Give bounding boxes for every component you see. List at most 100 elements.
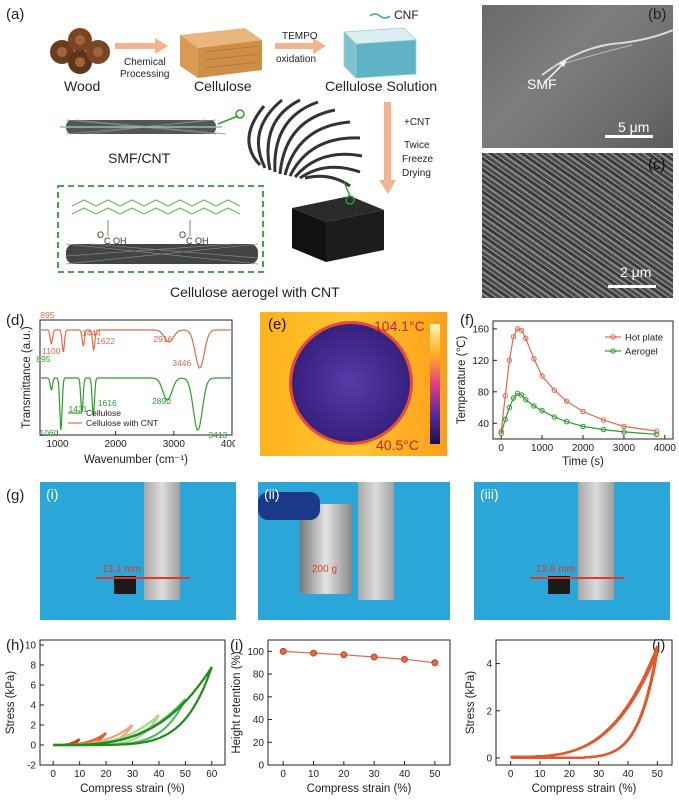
carboxyl-c-left: C (104, 236, 111, 246)
i-point-4 (401, 655, 408, 663)
d-peak-label-1-1: 1060 (39, 428, 58, 438)
h-ylabel: Stress (kPa) (5, 671, 17, 734)
i-point-5 (431, 659, 439, 667)
f-point-0-1 (502, 393, 508, 399)
j-cycle-3 (510, 648, 659, 759)
g-iii-height: 12.8 mm (536, 564, 575, 575)
f-ytick-label-2: 120 (472, 356, 489, 367)
photo-g-iii (474, 482, 670, 620)
h-ytick-label-3: 4 (30, 701, 36, 712)
wood-label: Wood (64, 78, 101, 94)
i-ylabel: Height retention (%) (231, 651, 243, 753)
d-xtick-label-0: 1000 (46, 439, 69, 450)
oxidation-label: oxidation (276, 54, 317, 65)
f-point-0-12 (600, 417, 607, 423)
f-ylabel: Temperature (℃) (456, 336, 468, 424)
i-ytick-label-1: 20 (253, 738, 265, 749)
smf-cnt-label: SMF/CNT (108, 150, 171, 166)
photo-g-i (40, 482, 236, 620)
d-peak-label-1-0: 895 (36, 354, 50, 364)
d-xtick-label-2: 3000 (163, 439, 186, 450)
ftir-chart: 1000 2000 3000 4000 Wavenumber (cm⁻¹) Transmi… (21, 312, 235, 466)
thermal-aerogel-disk (292, 324, 410, 442)
f-point-1-5 (518, 392, 525, 398)
twice-label: Twice (404, 140, 430, 151)
h-loop-5 (53, 666, 213, 747)
g-ii-label: (ii) (264, 486, 280, 502)
f-ytick-label-0: 40 (478, 419, 490, 430)
f-legend-marker-1 (610, 348, 616, 354)
d-peak-label-1-5: 3413 (208, 430, 227, 440)
cellulose-solution-illustration (343, 13, 417, 79)
f-point-0-14 (653, 428, 660, 434)
j-xtick-label-2: 20 (564, 769, 576, 780)
i-point-1 (310, 649, 317, 657)
f-point-0-13 (621, 423, 627, 430)
temperature-chart: 0 1000 2000 3000 4000 40 80 120 160 Time (s) Tempe… (456, 320, 676, 468)
d-peak-label-0-5: 3446 (172, 358, 191, 368)
sem-fiber-b (541, 29, 673, 138)
d-peak-label-0-3: 1622 (96, 336, 115, 346)
drying-label: Drying (402, 168, 431, 179)
f-xtick-label-1: 1000 (531, 443, 554, 454)
chemical-label: Chemical (124, 57, 166, 68)
f-point-1-3 (510, 395, 517, 401)
i-ytick-label-2: 40 (253, 715, 265, 726)
fiber-bundle-illustration (247, 98, 363, 188)
i-point-0 (279, 647, 287, 655)
i-xtick-label-1: 10 (308, 769, 320, 780)
height-retention-chart: 0 10 20 30 40 50 0 20 40 60 80 100 Compress strain (… (231, 639, 451, 795)
f-xtick-label-0: 0 (498, 443, 504, 454)
f-point-1-11 (580, 423, 586, 430)
d-xtick-label-3: 4000 (221, 439, 235, 450)
aerogel-block-illustration (292, 181, 384, 262)
j-xtick-label-4: 40 (622, 769, 634, 780)
j-ylabel: Stress (kPa) (465, 671, 477, 734)
j-ytick-label-1: 2 (486, 706, 492, 717)
carboxyl-oh-right: OH (195, 236, 209, 246)
thermal-max-label: 104.1°C (374, 318, 425, 334)
i-xlabel: Compress strain (%) (307, 783, 412, 795)
i-xtick-label-5: 50 (429, 769, 441, 780)
d-legend-label-1: Cellulose with CNT (86, 418, 158, 428)
h-ytick-label-4: 6 (30, 681, 36, 692)
j-xtick-label-1: 10 (534, 769, 546, 780)
h-xtick-label-6: 60 (206, 769, 218, 780)
thermal-image-e (260, 312, 447, 456)
i-ytick-label-5: 100 (247, 647, 264, 658)
h-xtick-label-3: 30 (127, 769, 139, 780)
tempo-label: TEMPO (282, 31, 318, 42)
smf-annotation: SMF (527, 76, 557, 92)
cnf-label: CNF (394, 8, 419, 22)
j-cycle-2 (510, 647, 659, 759)
thermal-colorbar (430, 324, 440, 444)
f-point-1-9 (551, 414, 558, 420)
f-ytick-label-3: 160 (472, 324, 489, 335)
f-legend-label-1: Aerogel (625, 347, 658, 358)
panel-label-f: (f) (460, 312, 475, 329)
j-xtick-label-0: 0 (508, 769, 514, 780)
d-peak-label-1-3: 1616 (98, 398, 117, 408)
d-legend-label-0: Cellulose (86, 408, 121, 418)
carboxyl-o-right: O (179, 230, 187, 240)
h-ytick-label-2: 2 (30, 721, 36, 732)
processing-label: Processing (120, 69, 170, 80)
h-xtick-label-4: 40 (153, 769, 165, 780)
cellulose-chain-illustration (71, 199, 241, 236)
d-xtick-label-1: 2000 (105, 439, 128, 450)
d-peak-label-0-1: 1100 (42, 346, 61, 356)
h-ytick-label-6: 10 (25, 641, 37, 652)
f-series-line-1 (500, 392, 657, 435)
cyclic-stress-strain-chart: 0 10 20 30 40 50 0 2 4 Compress strain (%) Stress … (465, 639, 673, 795)
f-point-0-2 (506, 357, 513, 364)
panel-a-schematic (50, 13, 417, 273)
f-point-0-9 (551, 387, 558, 393)
j-cycle-0 (510, 645, 659, 759)
panel-label-b: (b) (648, 6, 667, 23)
f-point-0-5 (518, 327, 525, 334)
f-point-0-10 (563, 398, 570, 404)
i-ytick-label-0: 0 (258, 761, 264, 772)
f-point-1-14 (653, 431, 660, 437)
wood-illustration (50, 28, 110, 74)
f-xtick-label-3: 3000 (613, 443, 636, 454)
